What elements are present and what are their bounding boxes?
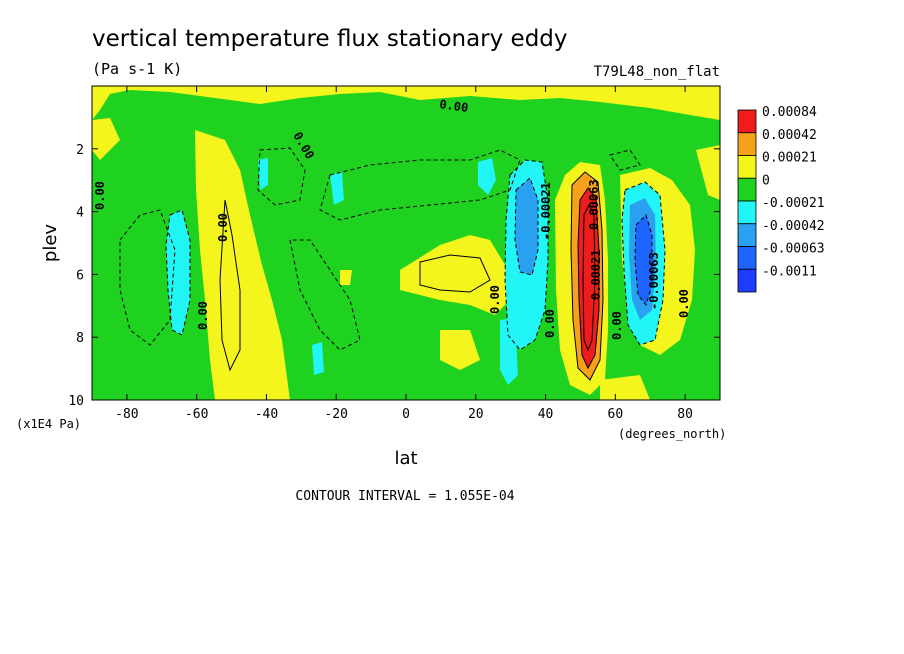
colorbar-swatch [737, 246, 757, 270]
dataset-label: T79L48_non_flat [594, 64, 720, 80]
y-axis-title: plev [40, 224, 61, 263]
colorbar-swatch [737, 200, 757, 225]
contour-label: 0.00 [488, 285, 502, 314]
colorbar-swatch [737, 132, 757, 156]
contour-lines [219, 171, 604, 381]
x-tick-label: 80 [677, 407, 693, 422]
contour-label: 0.00 [439, 97, 470, 115]
contour-label: 0.00 [216, 213, 230, 242]
contour-label: 0.00 [677, 289, 691, 318]
colorbar-swatch [737, 268, 757, 293]
x-tick-label: -20 [324, 407, 347, 422]
contour-label: 0.00021 [589, 249, 603, 300]
contour-label: 0.00 [196, 301, 210, 330]
colorbar-label: 0.00021 [762, 151, 817, 166]
y-tick-label: 10 [68, 394, 84, 409]
contour-label: 0.00063 [587, 179, 601, 230]
colorbar-label: -0.00063 [762, 242, 825, 257]
x-tick-label: 20 [468, 407, 484, 422]
colorbar-label: -0.00042 [762, 219, 825, 234]
y-axis-units: (x1E4 Pa) [16, 417, 81, 431]
x-tick-label: 40 [538, 407, 554, 422]
colorbar-label: 0 [762, 173, 770, 188]
colorbar-label: -0.0011 [762, 264, 817, 279]
y-axis: 2 4 6 8 10 [68, 143, 720, 409]
colorbar-swatch [737, 177, 757, 202]
x-axis-units: (degrees_north) [618, 427, 726, 441]
x-tick-label: 60 [608, 407, 624, 422]
x-tick-label: -60 [185, 407, 208, 422]
y-tick-label: 8 [76, 331, 84, 346]
contour-label: 0.00 [93, 181, 107, 210]
contour-label: -0.00063 [647, 252, 661, 310]
colorbar-swatch [737, 223, 757, 247]
contour-label: -0.00021 [539, 182, 553, 240]
colorbar-swatch [737, 109, 757, 134]
contour-label-group: 0.00 0.00 0.00 0.00 0.00 0.00 0.00 0.00 … [93, 97, 691, 340]
y-tick-label: 2 [76, 143, 84, 158]
colorbar-label: 0.00084 [762, 105, 817, 120]
x-axis: -80 -60 -40 -20 0 20 40 60 80 [115, 86, 693, 422]
x-tick-label: -40 [255, 407, 278, 422]
negative-high-regions [635, 215, 652, 305]
chart-units: (Pa s-1 K) [92, 60, 182, 78]
x-axis-title: lat [394, 448, 417, 469]
colorbar-label: -0.00021 [762, 196, 825, 211]
colorbar-label: 0.00042 [762, 128, 817, 143]
dashed-contour-lines [119, 147, 666, 351]
y-tick-label: 4 [76, 206, 84, 221]
contour-interval-note: CONTOUR INTERVAL = 1.055E-04 [295, 489, 514, 504]
x-tick-label: -80 [115, 407, 138, 422]
x-tick-label: 0 [402, 407, 410, 422]
colorbar: 0.00084 0.00042 0.00021 0 -0.00021 -0.00042 -0… [737, 105, 825, 293]
colorbar-swatch [737, 155, 757, 179]
chart-title: vertical temperature flux stationary edd… [92, 26, 568, 52]
contour-label: 0.00 [543, 309, 557, 338]
plot-area: 0.00 0.00 0.00 0.00 0.00 0.00 0.00 0.00 … [92, 86, 720, 400]
y-tick-label: 6 [76, 268, 84, 283]
contour-label: 0.00 [610, 311, 624, 340]
